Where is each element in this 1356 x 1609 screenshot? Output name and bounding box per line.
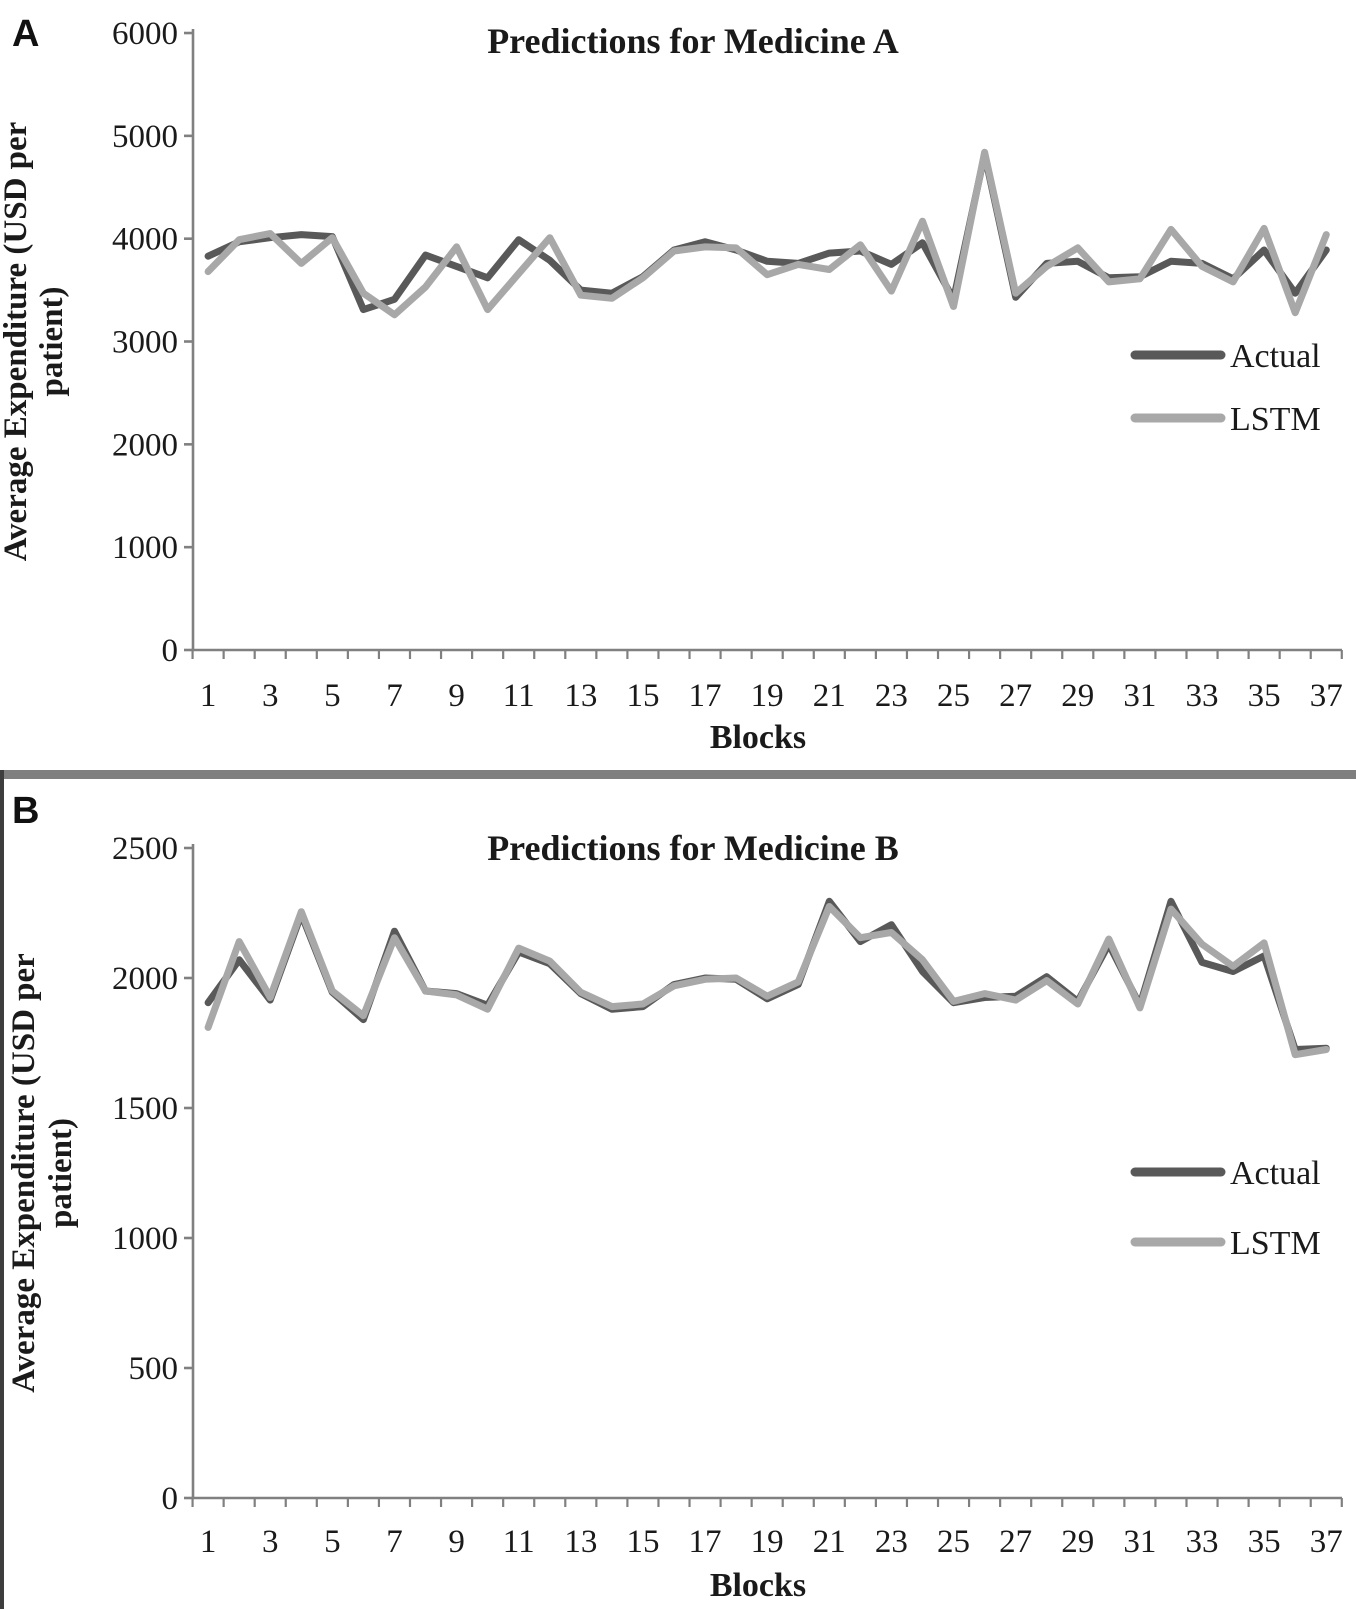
- x-axis-tick-label: 9: [448, 1524, 465, 1560]
- y-axis-title-line: patient): [34, 287, 70, 397]
- x-axis-tick-label: 19: [751, 1524, 784, 1560]
- panel-letter: B: [12, 790, 39, 832]
- x-axis-tick-label: 5: [324, 678, 341, 714]
- y-axis-tick-label: 500: [129, 1351, 179, 1387]
- y-axis-tick-label: 1000: [112, 1221, 178, 1257]
- x-axis-tick-label: 23: [875, 1524, 908, 1560]
- y-axis-title-line: Average Expenditure (USD per: [0, 122, 34, 562]
- x-axis-tick-label: 31: [1123, 678, 1156, 714]
- medicine-b-chart: B Predictions for Medicine B 0 500 1000 1500 2…: [6, 790, 1343, 1604]
- x-axis-tick-label: 25: [937, 678, 970, 714]
- x-axis-tick-label: 31: [1123, 1524, 1156, 1560]
- x-axis-tick-label: 37: [1310, 678, 1343, 714]
- x-axis-tick-label: 35: [1248, 1524, 1281, 1560]
- x-axis-tick-label: 11: [503, 1524, 535, 1560]
- legend-label-lstm: LSTM: [1230, 1225, 1321, 1262]
- series-line-lstm: [204, 903, 1330, 1059]
- legend-label-actual: Actual: [1230, 338, 1321, 375]
- x-axis-tick-label: 33: [1186, 678, 1219, 714]
- x-axis-tick-label: 13: [564, 678, 597, 714]
- x-axis-tick-label: 27: [999, 1524, 1032, 1560]
- legend-label-lstm: LSTM: [1230, 401, 1321, 438]
- x-axis-tick-label: 1: [200, 1524, 217, 1560]
- x-axis-tick-label: 23: [875, 678, 908, 714]
- x-axis-tick-label: 15: [626, 678, 659, 714]
- y-axis-tick-label: 6000: [112, 16, 178, 52]
- y-axis-tick-label: 2000: [112, 961, 178, 997]
- x-axis-tick-label: 21: [813, 678, 846, 714]
- series-line-lstm: [204, 148, 1330, 319]
- x-axis-tick-label: 13: [564, 1524, 597, 1560]
- y-axis-tick-label: 3000: [112, 325, 178, 361]
- series-line-actual: [204, 150, 1330, 314]
- y-axis-tick-label: 1000: [112, 530, 178, 566]
- x-axis-tick-label: 29: [1061, 678, 1094, 714]
- panel-letter: A: [12, 13, 39, 55]
- y-axis-tick-label: 5000: [112, 119, 178, 155]
- x-axis-tick-label: 1: [200, 678, 217, 714]
- x-axis-tick-label: 17: [689, 1524, 722, 1560]
- x-axis-tick-label: 3: [262, 678, 279, 714]
- x-axis-tick-label: 29: [1061, 1524, 1094, 1560]
- x-axis-tick-label: 5: [324, 1524, 341, 1560]
- x-axis-tick-label: 3: [262, 1524, 279, 1560]
- x-axis-tick-label: 9: [448, 678, 465, 714]
- x-axis-tick-label: 7: [386, 678, 403, 714]
- x-axis-tick-label: 27: [999, 678, 1032, 714]
- panel-b-left-border: [0, 770, 4, 1609]
- y-axis-tick-label: 2000: [112, 427, 178, 463]
- x-axis-title: Blocks: [710, 719, 806, 756]
- x-axis-title: Blocks: [710, 1567, 806, 1604]
- legend-label-actual: Actual: [1230, 1155, 1321, 1192]
- y-axis-tick-label: 2500: [112, 831, 178, 867]
- x-axis-tick-label: 21: [813, 1524, 846, 1560]
- x-axis-tick-label: 17: [689, 678, 722, 714]
- y-axis-tick-label: 4000: [112, 222, 178, 258]
- x-axis-tick-label: 33: [1186, 1524, 1219, 1560]
- x-axis-tick-label: 35: [1248, 678, 1281, 714]
- y-axis-title-line: Average Expenditure (USD per: [6, 953, 42, 1393]
- y-axis-title-line: patient): [43, 1118, 79, 1228]
- chart-title: Predictions for Medicine A: [487, 21, 899, 61]
- x-axis-tick-label: 25: [937, 1524, 970, 1560]
- panel-divider: [0, 770, 1356, 779]
- x-axis-tick-label: 7: [386, 1524, 403, 1560]
- x-axis-tick-label: 19: [751, 678, 784, 714]
- y-axis-tick-label: 0: [162, 633, 179, 669]
- chart-title: Predictions for Medicine B: [487, 828, 899, 868]
- x-axis-tick-label: 37: [1310, 1524, 1343, 1560]
- x-axis-tick-label: 11: [503, 678, 535, 714]
- y-axis-tick-label: 0: [162, 1481, 179, 1517]
- y-axis-tick-label: 1500: [112, 1091, 178, 1127]
- x-axis-tick-label: 15: [626, 1524, 659, 1560]
- medicine-a-chart: A Predictions for Medicine A 0 1000 2000 3000…: [0, 13, 1343, 756]
